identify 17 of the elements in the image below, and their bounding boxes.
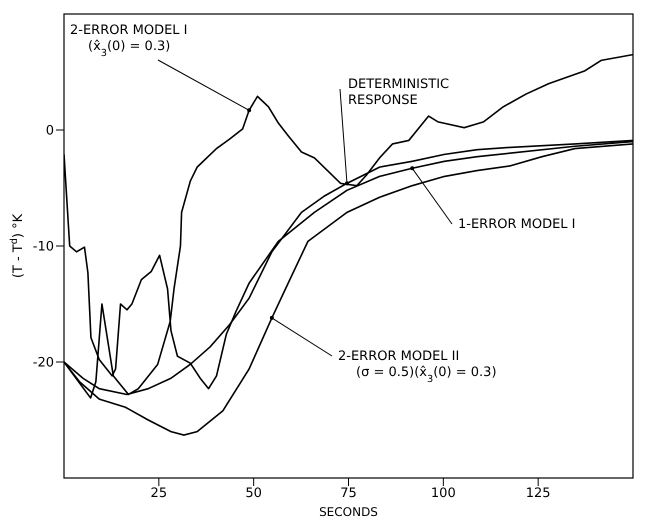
text: 1-ERROR MODEL I: [458, 217, 576, 232]
text: 2-ERROR MODEL II (σ = 0.5)(x̂$_{3}$(0) = 0.3): [338, 349, 497, 384]
x-tick-label: 75: [340, 486, 357, 502]
text: 2-ERROR MODEL I (x̂$_{3}$(0) = 0.3): [70, 23, 188, 58]
point: [247, 108, 252, 112]
point: [270, 316, 274, 320]
x-tick-label: 50: [245, 486, 262, 502]
x-tick-label: 100: [430, 486, 456, 502]
point: [344, 181, 349, 186]
y-tick-label: 0: [46, 124, 54, 139]
y-tick-label: -20: [32, 356, 54, 371]
text: DETERMINISTIC RESPONSE: [348, 77, 450, 108]
y-tick-label: -10: [32, 240, 54, 255]
point: [410, 166, 414, 170]
x-tick-label: 125: [526, 486, 551, 502]
x-axis-title: SECONDS: [319, 505, 378, 519]
x-tick-label: 25: [150, 486, 168, 502]
